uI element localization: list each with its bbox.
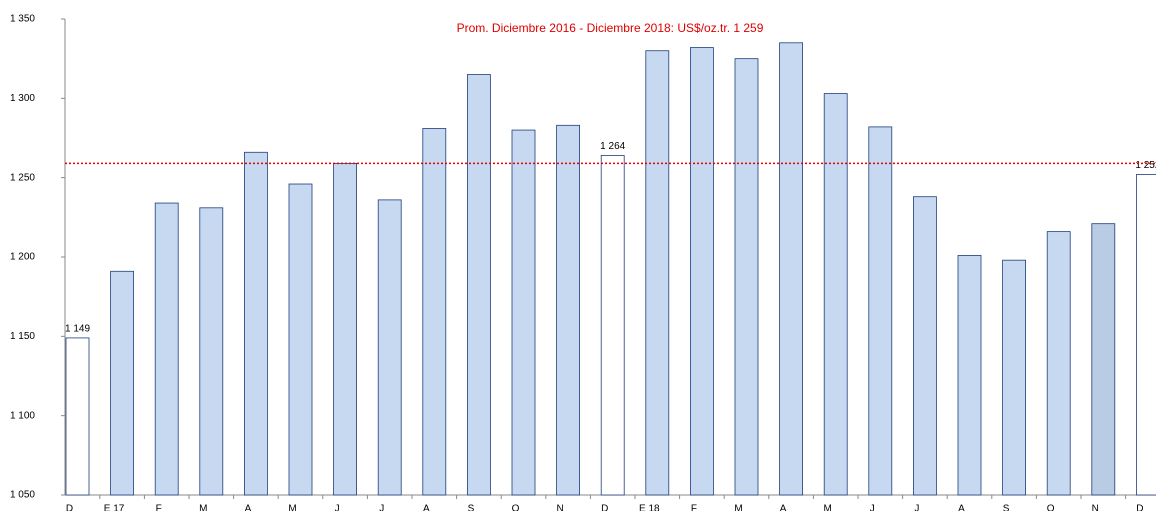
bar <box>199 207 224 496</box>
x-tick-label: A <box>958 504 965 511</box>
bar <box>154 202 179 496</box>
bar <box>1136 174 1156 496</box>
x-tick-label: M <box>288 504 296 511</box>
bar <box>243 151 268 496</box>
x-tick-label: D <box>601 504 608 511</box>
bar <box>1002 259 1026 496</box>
x-tick-label: A <box>780 504 787 511</box>
bar <box>65 337 90 496</box>
x-tick-label: M <box>199 504 207 511</box>
bar <box>734 58 759 496</box>
x-tick-label: N <box>1092 504 1099 511</box>
x-tick-label: D <box>1136 504 1143 511</box>
x-tick-label: S <box>468 504 475 511</box>
value-label: 1 149 <box>65 324 90 335</box>
bar <box>377 199 402 496</box>
y-tick-label: 1 150 <box>10 331 35 342</box>
bar <box>779 42 803 496</box>
x-tick-label: M <box>824 504 832 511</box>
bar <box>690 47 714 496</box>
bar <box>1091 223 1116 496</box>
x-tick-label: O <box>1047 504 1055 511</box>
bar <box>868 126 893 496</box>
bar <box>957 255 982 496</box>
value-label: 1 264 <box>600 141 625 152</box>
bar <box>913 196 937 496</box>
bar <box>422 128 447 496</box>
x-tick-label: J <box>335 504 340 511</box>
bar <box>600 155 625 496</box>
bar <box>110 270 134 496</box>
bar <box>1046 231 1071 496</box>
x-tick-label: F <box>691 504 697 511</box>
x-tick-label: A <box>245 504 252 511</box>
x-tick-label: A <box>423 504 430 511</box>
x-tick-label: D <box>66 504 73 511</box>
bar <box>333 162 358 496</box>
x-tick-label: S <box>1003 504 1010 511</box>
x-tick-label: E 18 <box>639 504 660 511</box>
reference-label: Prom. Diciembre 2016 - Diciembre 2018: U… <box>457 21 764 35</box>
bar <box>556 124 580 496</box>
x-tick-label: N <box>556 504 563 511</box>
bar <box>645 50 670 496</box>
x-tick-label: E 17 <box>104 504 125 511</box>
y-tick-label: 1 350 <box>10 14 35 25</box>
y-tick-label: 1 050 <box>10 490 35 501</box>
x-tick-label: J <box>914 504 919 511</box>
y-tick-label: 1 200 <box>10 252 35 263</box>
bar <box>466 74 491 496</box>
x-tick-label: F <box>156 504 162 511</box>
bar <box>511 129 536 496</box>
y-tick-label: 1 250 <box>10 172 35 183</box>
y-tick-label: 1 300 <box>10 93 35 104</box>
bar <box>288 183 313 496</box>
x-tick-label: J <box>870 504 875 511</box>
value-label: 1 252 <box>1135 160 1156 171</box>
bar <box>823 93 848 496</box>
x-tick-label: J <box>379 504 384 511</box>
x-tick-label: O <box>512 504 520 511</box>
y-tick-label: 1 100 <box>10 410 35 421</box>
x-tick-label: M <box>734 504 742 511</box>
